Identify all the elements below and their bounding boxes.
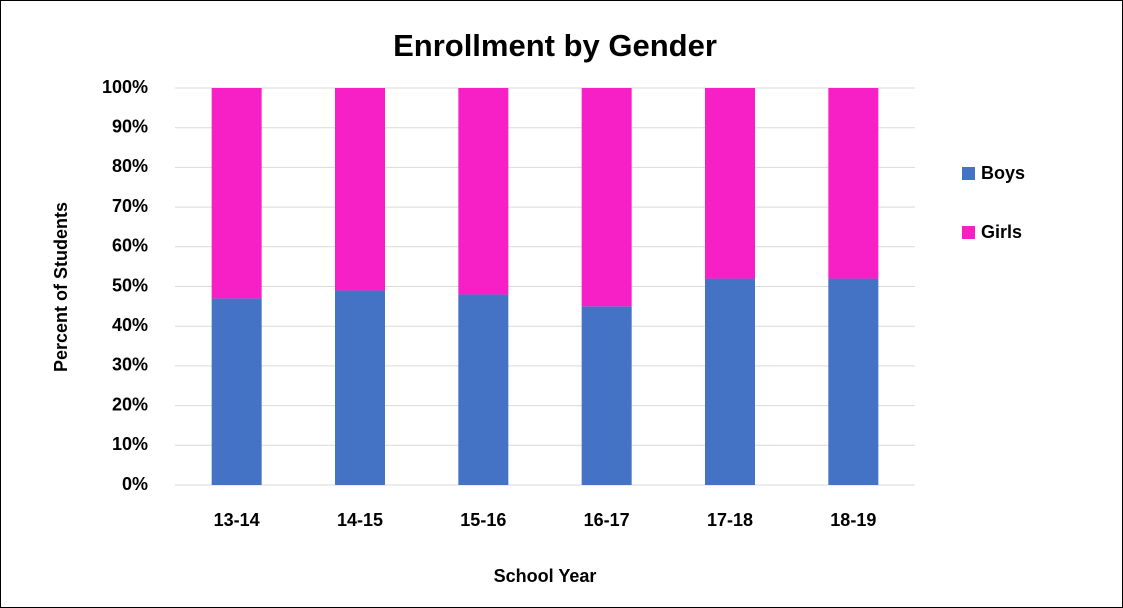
legend-swatch [962,167,975,180]
bar-segment [335,88,385,291]
bar-segment [828,88,879,279]
y-tick-label: 70% [112,196,148,216]
y-tick-label: 10% [112,434,148,454]
y-tick-label: 80% [112,156,148,176]
bar-segment [211,88,262,299]
legend-label: Girls [981,222,1022,242]
y-tick-label: 90% [112,116,148,136]
y-tick-label: 0% [122,474,148,494]
x-tick-label: 13-14 [214,510,260,530]
bar-segment [581,306,632,485]
x-tick-label: 18-19 [830,510,876,530]
bar-segment [828,278,879,485]
x-tick-label: 15-16 [460,510,506,530]
x-axis-title: School Year [494,566,597,586]
legend-label: Boys [981,163,1025,183]
bar-segment [458,294,509,485]
bar-segment [335,290,385,485]
y-tick-label: 100% [102,77,148,97]
bar-segment [581,88,632,307]
bar-segment [458,88,509,295]
x-tick-label: 17-18 [707,510,753,530]
x-tick-label: 14-15 [337,510,383,530]
x-tick-label: 16-17 [584,510,630,530]
bar-segment [705,88,755,279]
bar-segment [705,278,755,485]
y-tick-label: 20% [112,394,148,414]
y-tick-label: 50% [112,275,148,295]
bar-segment [211,298,262,485]
y-tick-label: 60% [112,236,148,256]
y-axis-title: Percent of Students [51,202,71,372]
y-tick-label: 40% [112,315,148,335]
chart-title: Enrollment by Gender [393,28,717,63]
y-tick-label: 30% [112,355,148,375]
legend-swatch [962,226,975,239]
